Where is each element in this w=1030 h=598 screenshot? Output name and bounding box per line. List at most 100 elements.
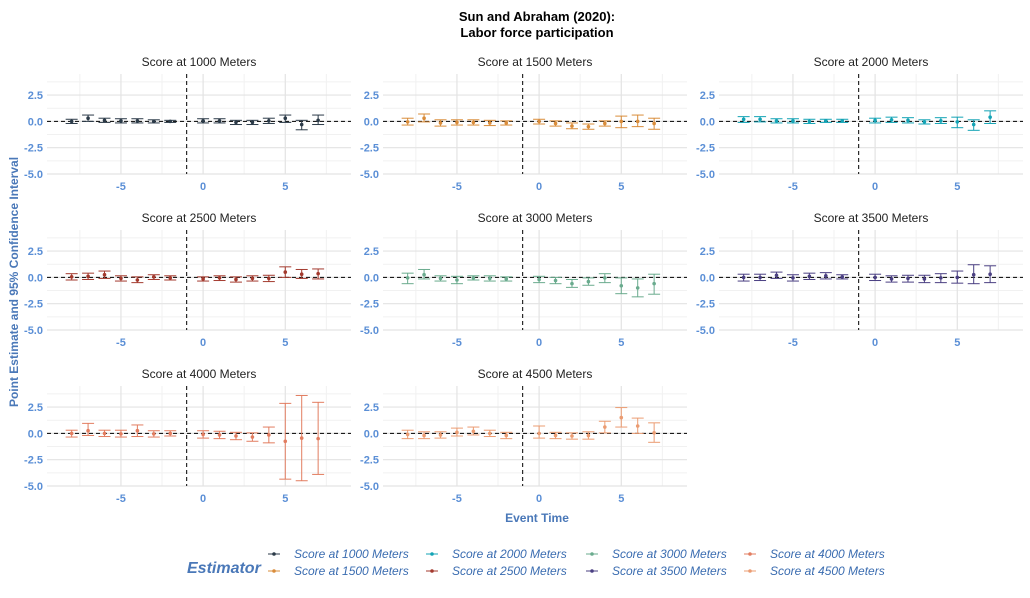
point-marker	[971, 122, 976, 127]
estimate-point	[836, 274, 849, 280]
legend-key-point	[430, 569, 434, 573]
estimate-point	[582, 277, 595, 286]
point-marker	[69, 431, 74, 436]
estimate-point	[295, 119, 308, 131]
estimate-point	[951, 116, 964, 129]
estimate-point	[500, 276, 513, 282]
y-tick-label: 2.5	[28, 402, 43, 414]
point-marker	[102, 272, 107, 277]
y-tick-label: -5.0	[24, 169, 43, 181]
y-tick-label: -2.5	[360, 299, 379, 311]
estimate-point	[549, 120, 562, 127]
legend-label: Score at 3000 Meters	[612, 547, 727, 561]
point-marker	[906, 276, 910, 281]
estimate-point	[197, 430, 210, 439]
legend-key-point	[748, 569, 752, 573]
estimate-point	[312, 401, 325, 475]
estimate-point	[786, 274, 799, 282]
estimate-point	[164, 275, 177, 281]
x-tick-label: 0	[200, 181, 206, 193]
point-marker	[102, 118, 107, 123]
estimate-point	[295, 268, 308, 279]
point-marker	[988, 115, 992, 119]
estimate-point	[885, 116, 898, 123]
point-marker	[537, 277, 541, 282]
point-marker	[619, 283, 624, 288]
point-marker	[504, 121, 509, 125]
point-marker	[119, 276, 123, 281]
point-marker	[455, 430, 459, 435]
point-marker	[168, 431, 173, 436]
legend-key-point	[590, 569, 594, 573]
y-tick-label: 2.5	[364, 402, 379, 414]
point-marker	[316, 436, 320, 441]
estimate-point	[885, 275, 898, 283]
estimate-point	[131, 276, 144, 284]
estimate-point	[450, 275, 463, 285]
estimate-point	[131, 118, 144, 124]
legend-label: Score at 2000 Meters	[452, 547, 567, 561]
y-tick-label: -2.5	[360, 455, 379, 467]
estimate-point	[483, 429, 496, 438]
y-tick-label: -2.5	[24, 143, 43, 155]
point-marker	[791, 119, 795, 123]
point-marker	[741, 117, 746, 122]
point-marker	[86, 116, 90, 121]
estimate-point	[533, 275, 546, 284]
x-tick-label: 5	[282, 337, 288, 349]
point-marker	[234, 120, 238, 125]
point-marker	[299, 122, 304, 127]
estimate-point	[82, 272, 95, 280]
y-tick-label: 2.5	[28, 90, 43, 102]
point-marker	[971, 272, 976, 277]
point-marker	[619, 415, 624, 420]
estimate-point	[434, 119, 447, 127]
point-marker	[635, 119, 640, 124]
y-tick-label: 0.0	[364, 428, 379, 440]
estimate-point	[984, 110, 997, 124]
estimate-point	[918, 274, 931, 284]
legend-item: Score at 2500 Meters	[426, 564, 567, 578]
estimate-point	[615, 407, 628, 428]
x-tick-label: 0	[200, 337, 206, 349]
estimate-point	[213, 275, 226, 282]
estimate-point	[262, 274, 275, 283]
point-marker	[570, 281, 574, 286]
estimate-point	[565, 122, 578, 130]
point-marker	[889, 117, 894, 122]
point-marker	[201, 432, 205, 437]
x-tick-label: 5	[618, 181, 624, 193]
estimate-point	[549, 276, 562, 285]
estimate-point	[229, 119, 242, 126]
point-marker	[807, 274, 812, 279]
estimate-point	[615, 115, 628, 129]
panel-title: Score at 1000 Meters	[142, 55, 257, 69]
point-marker	[316, 271, 320, 276]
estimate-point	[82, 422, 95, 436]
point-marker	[152, 432, 156, 436]
y-tick-label: 2.5	[364, 90, 379, 102]
estimate-point	[114, 429, 127, 438]
point-marker	[316, 118, 320, 123]
estimate-point	[197, 276, 210, 282]
point-marker	[283, 116, 288, 121]
legend-item: Score at 3000 Meters	[586, 547, 727, 561]
point-marker	[217, 433, 222, 437]
estimate-point	[147, 274, 160, 280]
legend-key-point	[272, 552, 276, 556]
x-tick-label: 0	[872, 181, 878, 193]
point-marker	[570, 124, 574, 128]
estimate-point	[819, 118, 832, 123]
facet-panel: Score at 2500 Meters 2.5 0.0 -2.5 -5.0 -5 0 5	[24, 211, 351, 349]
point-marker	[586, 124, 591, 129]
estimate-point	[533, 425, 546, 439]
point-marker	[619, 119, 624, 124]
estimate-point	[147, 430, 160, 438]
estimate-point	[869, 273, 882, 282]
estimate-point	[901, 274, 914, 283]
point-marker	[267, 276, 271, 281]
point-marker	[299, 272, 304, 277]
facet-panel: Score at 3000 Meters 2.5 0.0 -2.5 -5.0 -5 0 5	[360, 211, 687, 349]
y-tick-label: 2.5	[700, 246, 715, 258]
point-marker	[119, 432, 123, 436]
